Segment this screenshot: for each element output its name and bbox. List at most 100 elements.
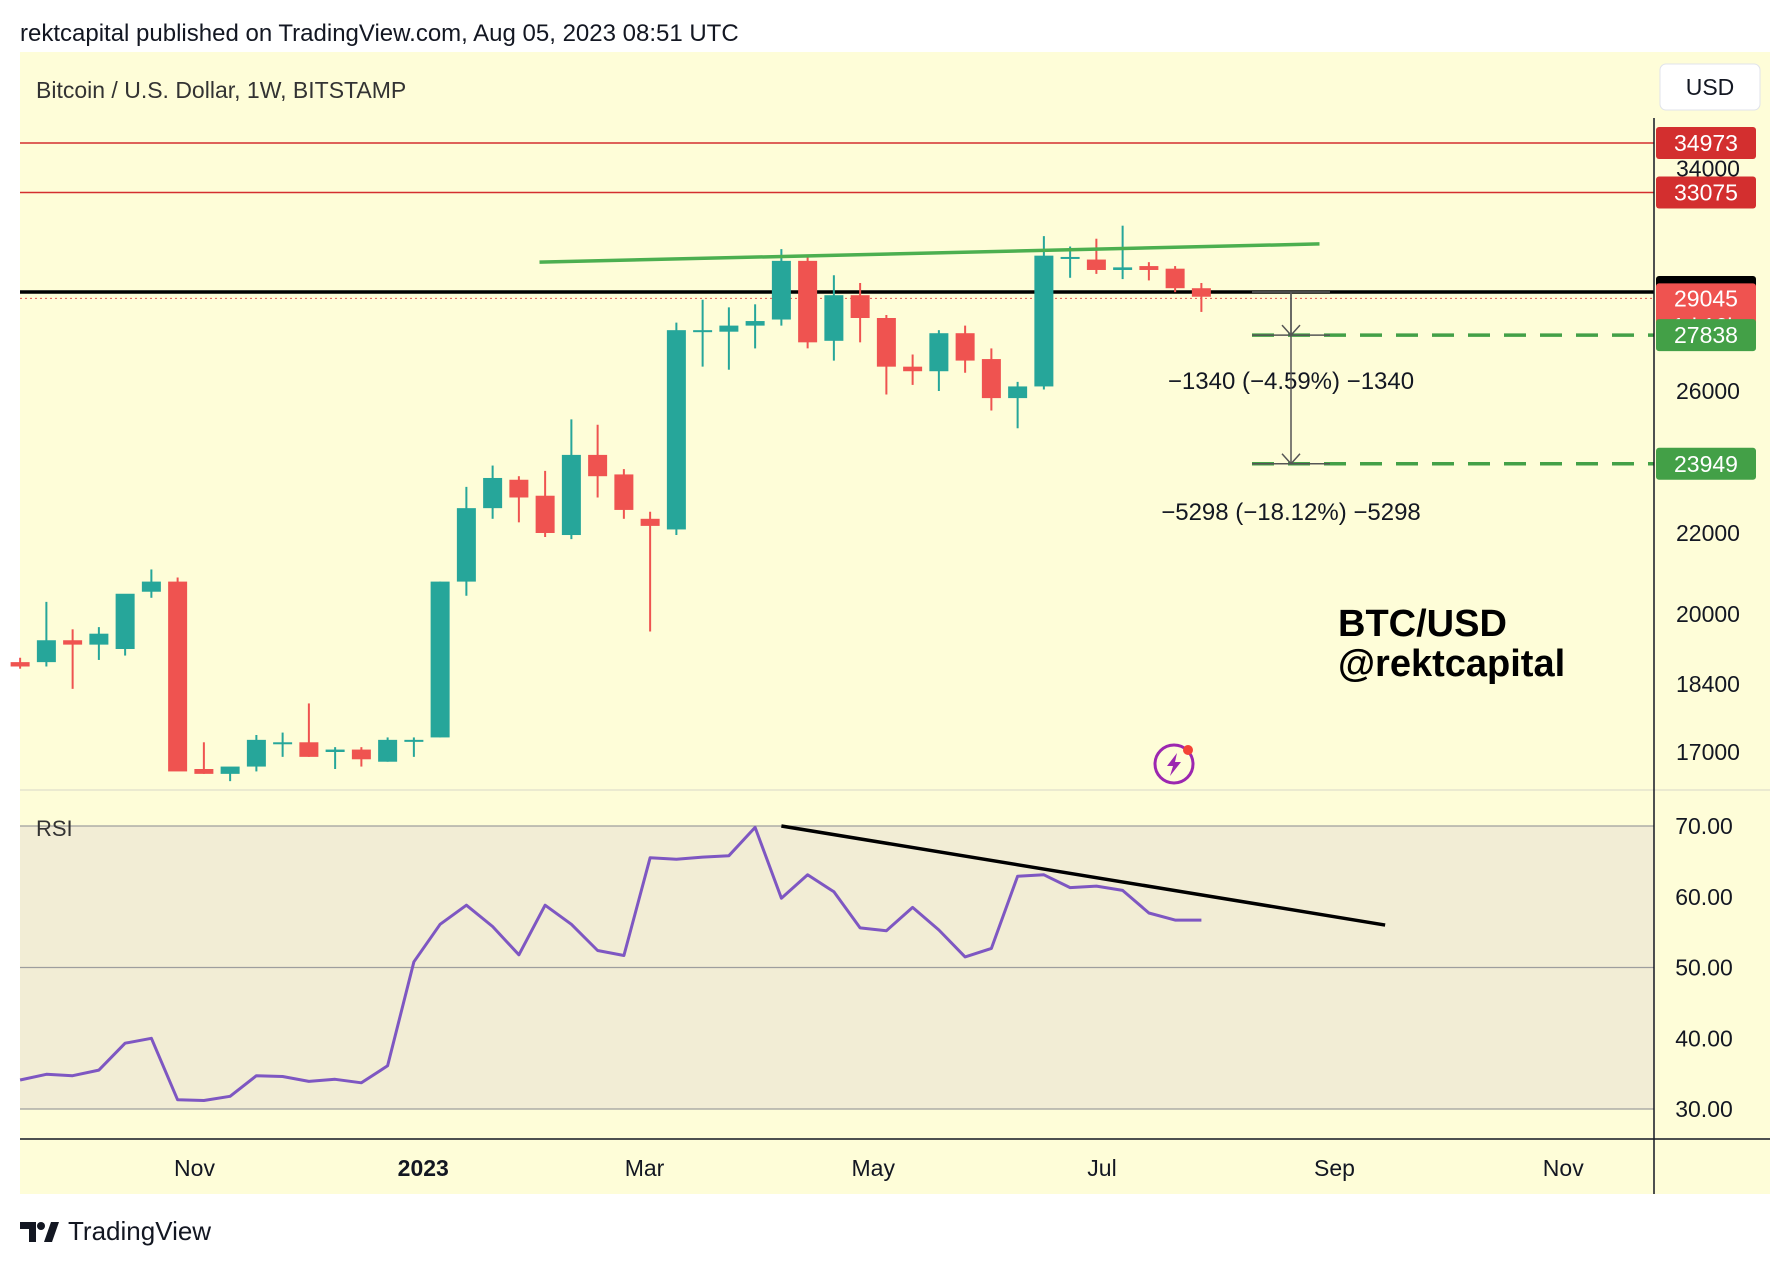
- candle: [640, 511, 660, 632]
- time-tick-label: Jul: [1087, 1155, 1116, 1181]
- candle: [666, 322, 686, 536]
- rsi-tick-label: 40.00: [1675, 1025, 1733, 1051]
- candle: [561, 419, 581, 540]
- candle: [824, 275, 844, 361]
- support-price-label: 23949: [1656, 447, 1756, 480]
- candle: [1113, 225, 1133, 280]
- lightning-icon[interactable]: [1153, 743, 1195, 785]
- measure-tool: −5298 (−18.12%) −5298: [1161, 291, 1421, 526]
- candle-body: [955, 333, 975, 361]
- candle-body: [614, 474, 634, 510]
- candle: [194, 742, 214, 774]
- candle-body: [430, 581, 450, 738]
- price-tick-label: 18400: [1676, 671, 1740, 697]
- candle: [430, 581, 450, 738]
- time-tick-label: Mar: [625, 1155, 665, 1181]
- candle-body: [325, 749, 345, 752]
- time-tick-label: Nov: [1543, 1155, 1584, 1181]
- candle-body: [981, 359, 1001, 399]
- candle-body: [771, 260, 791, 320]
- price-label-box: [1656, 176, 1756, 209]
- candle: [378, 737, 398, 762]
- candle-body: [1165, 268, 1185, 289]
- candle: [693, 299, 713, 367]
- candle: [351, 747, 371, 767]
- candle-body: [194, 769, 214, 774]
- candle-body: [299, 742, 319, 757]
- candle: [1034, 236, 1054, 390]
- candle-body: [273, 742, 293, 745]
- price-label-box: [1656, 447, 1756, 480]
- candle-body: [798, 260, 818, 343]
- candle-body: [168, 581, 188, 772]
- candle: [89, 627, 109, 660]
- candle-body: [1139, 266, 1159, 270]
- candle: [168, 577, 188, 772]
- price-tick-label: 22000: [1676, 520, 1740, 546]
- candle-body: [1034, 255, 1054, 387]
- candle: [404, 737, 424, 757]
- candle: [1086, 238, 1106, 274]
- candle: [929, 330, 949, 391]
- rsi-trendline: [781, 824, 1386, 927]
- candle-body: [141, 581, 161, 592]
- publish-line: rektcapital published on TradingView.com…: [20, 20, 739, 47]
- time-tick-label: Nov: [174, 1155, 215, 1181]
- candle: [509, 476, 529, 523]
- candle: [614, 469, 634, 519]
- candle: [246, 735, 266, 772]
- measure-arrow-head: [1281, 453, 1301, 465]
- candle-body: [1191, 288, 1211, 297]
- candle-body: [640, 518, 660, 526]
- candle-body: [220, 766, 240, 774]
- candle-body: [1008, 386, 1028, 399]
- rsi-tick-label: 70.00: [1675, 813, 1733, 839]
- candle-body: [246, 739, 266, 767]
- candle: [456, 486, 476, 596]
- resistance-price-label: 34973: [1656, 127, 1756, 159]
- candle-body: [10, 662, 30, 667]
- candle: [63, 629, 83, 689]
- measure-label: −5298 (−18.12%) −5298: [1161, 499, 1421, 526]
- candle: [850, 283, 870, 343]
- price-tick-label: 20000: [1676, 601, 1740, 627]
- resistance-price-label: 33075: [1656, 176, 1756, 209]
- candle: [483, 465, 503, 519]
- candle: [1139, 262, 1159, 281]
- time-tick-label: May: [852, 1155, 896, 1181]
- candle: [876, 314, 896, 395]
- candle: [1191, 283, 1211, 312]
- price-trendline: [539, 242, 1320, 264]
- price-tick-label: 26000: [1676, 378, 1740, 404]
- candle-body: [1113, 267, 1133, 270]
- candle-body: [115, 593, 135, 649]
- candle-body: [824, 295, 844, 341]
- candle-body: [850, 295, 870, 319]
- footer-logo[interactable]: TradingView: [20, 1216, 211, 1247]
- price-label-box: [1656, 319, 1756, 352]
- candle-body: [36, 640, 56, 663]
- candle: [1060, 246, 1080, 278]
- candle: [141, 569, 161, 598]
- candle-body: [693, 330, 713, 333]
- rsi-tick-label: 50.00: [1675, 955, 1733, 981]
- candle-body: [378, 739, 398, 762]
- rsi-tick-label: 60.00: [1675, 884, 1733, 910]
- candle: [325, 747, 345, 769]
- candle: [36, 601, 56, 667]
- candle-body: [666, 330, 686, 530]
- candle: [535, 470, 555, 538]
- price-label-text: 27838: [1674, 322, 1738, 348]
- currency-button-label: USD: [1686, 74, 1735, 100]
- candle-body: [588, 454, 608, 477]
- candle: [588, 424, 608, 498]
- time-tick-label: Sep: [1314, 1155, 1355, 1181]
- candle: [981, 348, 1001, 411]
- candle-body: [509, 479, 529, 498]
- price-label-box: [1656, 127, 1756, 159]
- currency-button[interactable]: USD: [1659, 63, 1761, 111]
- price-label-text: 34973: [1674, 130, 1738, 156]
- candle-body: [1086, 259, 1106, 270]
- candle-body: [351, 749, 371, 760]
